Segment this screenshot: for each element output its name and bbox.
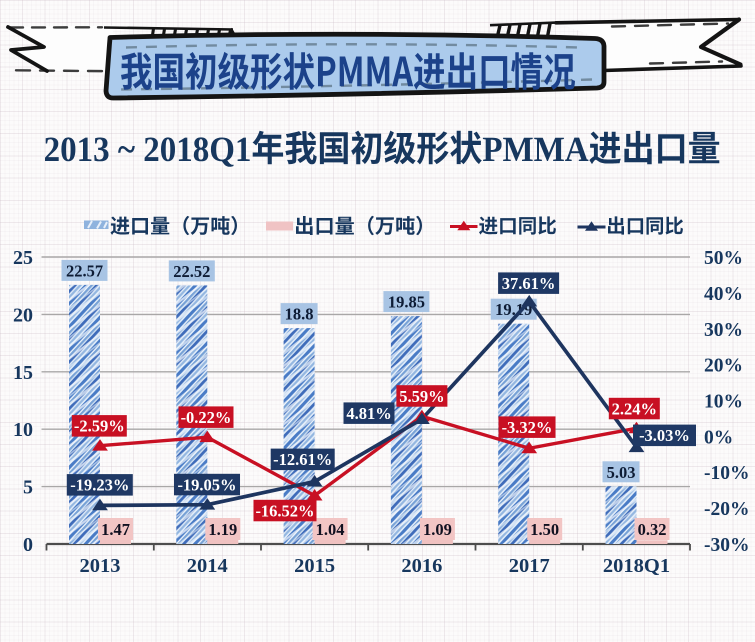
svg-text:-20%: -20%	[704, 499, 750, 520]
svg-text:1.47: 1.47	[101, 520, 130, 539]
svg-text:2018Q1: 2018Q1	[603, 555, 670, 577]
svg-text:4.81%: 4.81%	[346, 404, 391, 423]
svg-text:40%: 40%	[704, 284, 743, 305]
svg-text:18.8: 18.8	[285, 305, 314, 324]
svg-text:10: 10	[13, 419, 33, 441]
svg-text:5: 5	[23, 477, 33, 499]
svg-text:2016: 2016	[401, 555, 442, 577]
svg-text:5.59%: 5.59%	[399, 387, 444, 406]
svg-text:-19.05%: -19.05%	[177, 475, 236, 494]
svg-text:0.32: 0.32	[638, 520, 667, 539]
svg-text:5.03: 5.03	[607, 463, 636, 482]
svg-text:0%: 0%	[704, 427, 733, 448]
svg-text:-16.52%: -16.52%	[255, 501, 314, 520]
svg-text:-30%: -30%	[704, 535, 750, 556]
svg-text:-19.23%: -19.23%	[70, 476, 129, 495]
svg-text:22.52: 22.52	[173, 262, 210, 281]
svg-text:37.61%: 37.61%	[502, 274, 556, 293]
svg-text:-2.59%: -2.59%	[74, 417, 125, 436]
svg-text:15: 15	[13, 362, 33, 384]
svg-text:0: 0	[23, 534, 33, 556]
svg-text:1.50: 1.50	[530, 520, 559, 539]
svg-text:-3.32%: -3.32%	[502, 418, 553, 437]
svg-text:1.04: 1.04	[316, 520, 345, 539]
svg-text:22.57: 22.57	[66, 261, 103, 280]
svg-text:2014: 2014	[187, 555, 228, 577]
svg-text:2013: 2013	[80, 555, 121, 577]
svg-text:-10%: -10%	[704, 463, 750, 484]
svg-text:1.09: 1.09	[423, 520, 452, 539]
svg-text:2015: 2015	[294, 555, 335, 577]
svg-text:-3.03%: -3.03%	[639, 426, 690, 445]
svg-text:30%: 30%	[704, 320, 743, 341]
svg-text:20: 20	[13, 304, 33, 326]
svg-text:2017: 2017	[509, 555, 550, 577]
svg-text:19.85: 19.85	[388, 293, 425, 312]
svg-text:2.24%: 2.24%	[612, 399, 657, 418]
svg-text:50%: 50%	[704, 248, 743, 269]
svg-text:20%: 20%	[704, 356, 743, 377]
svg-text:25: 25	[13, 247, 33, 269]
svg-text:-0.22%: -0.22%	[181, 408, 232, 427]
svg-text:-12.61%: -12.61%	[273, 450, 332, 469]
svg-text:10%: 10%	[704, 392, 743, 413]
svg-text:1.19: 1.19	[208, 520, 237, 539]
